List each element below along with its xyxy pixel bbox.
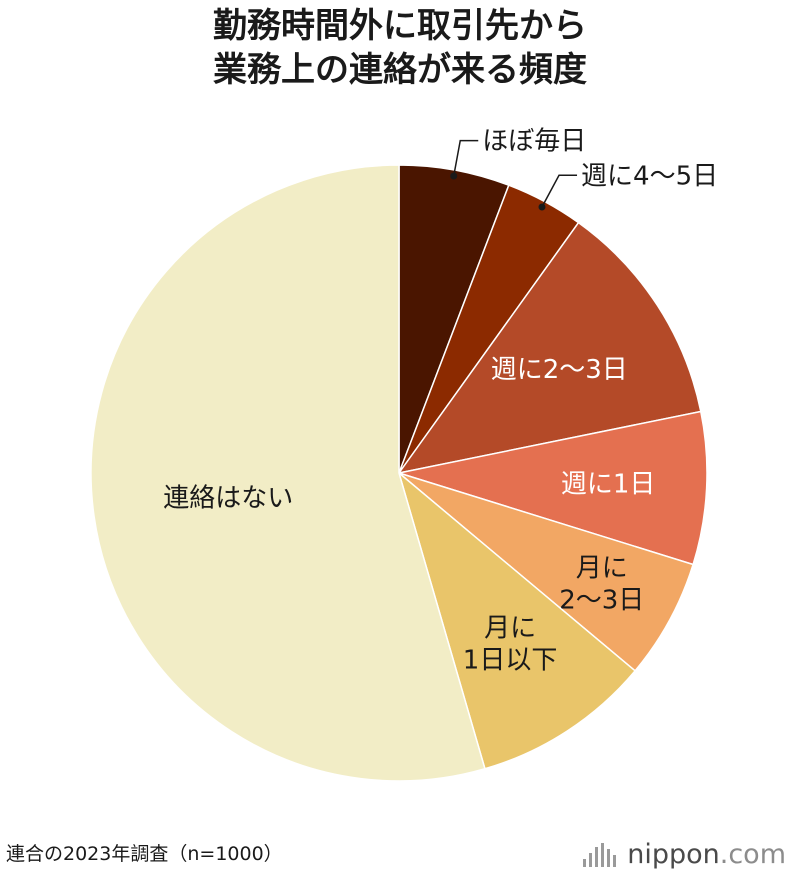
- slice-label-5: 月に 1日以下: [463, 613, 558, 675]
- leader-line-1: [541, 174, 578, 208]
- slice-label-3: 週に1日: [561, 470, 656, 500]
- chart-title-line-2: 業務上の連絡が来る頻度: [213, 50, 587, 90]
- nippon-logo: nippon .com: [583, 839, 786, 870]
- pie-slice-3: [398, 410, 708, 566]
- chart-title-line-1: 勤務時間外に取引先から: [213, 6, 587, 46]
- leader-dot-1: [538, 203, 546, 211]
- slice-label-1: 週に4〜5日: [581, 161, 718, 191]
- logo-brand-text: nippon: [627, 839, 720, 870]
- chart-title: 勤務時間外に取引先から 業務上の連絡が来る頻度: [0, 4, 800, 92]
- logo-tld-text: .com: [719, 839, 786, 870]
- pie-slice-6: [90, 164, 486, 782]
- source-note: 連合の2023年調査（n=1000）: [6, 843, 283, 865]
- slice-label-2: 週に2〜3日: [491, 355, 628, 385]
- leader-dot-0: [450, 172, 458, 180]
- slice-label-6: 連絡はない: [163, 483, 293, 513]
- slice-label-0: ほぼ毎日: [482, 127, 586, 157]
- pie-slice-2: [397, 221, 702, 475]
- logo-bars-icon: [583, 842, 619, 867]
- pie-slice-5: [397, 470, 637, 770]
- slice-label-4: 月に 2〜3日: [559, 554, 644, 616]
- leader-line-0: [452, 139, 479, 177]
- pie-slice-4: [398, 472, 695, 672]
